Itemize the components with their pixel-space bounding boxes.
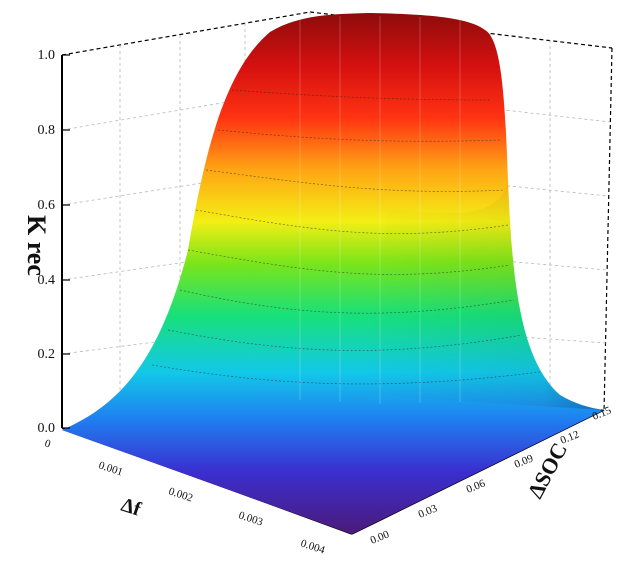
- y-tick-1: 0.03: [417, 502, 440, 521]
- surface-side-shade: [360, 180, 604, 410]
- z-tick-0: 0.0: [38, 421, 56, 436]
- surface: [62, 13, 604, 534]
- y-tick-5: 0.15: [591, 404, 614, 423]
- surface-mesh: [299, 16, 461, 404]
- x-tick-1: 0.001: [97, 459, 124, 478]
- y-ticks: 0.00 0.03 0.06 0.09 0.12 0.15: [369, 404, 614, 547]
- z-axis-title: K rec: [22, 215, 51, 276]
- y-tick-3: 0.09: [513, 452, 536, 471]
- right-vertical-edge: [603, 47, 613, 413]
- z-tick-2: 0.4: [38, 273, 56, 288]
- z-tick-3: 0.6: [38, 198, 56, 213]
- z-tick-1: 0.2: [38, 347, 56, 362]
- x-tick-0: 0: [43, 437, 52, 450]
- surface-hump: [62, 13, 604, 534]
- z-ticks: 0.0 0.2 0.4 0.6 0.8 1.0: [38, 48, 70, 436]
- x-tick-3: 0.003: [237, 509, 265, 528]
- y-axis-title: ΔSOC: [522, 438, 572, 502]
- x-tick-2: 0.002: [167, 485, 194, 504]
- y-tick-0: 0.00: [369, 528, 392, 547]
- y-tick-2: 0.06: [465, 477, 488, 496]
- z-tick-5: 1.0: [38, 48, 56, 63]
- surface-contours: [151, 89, 541, 385]
- x-axis-title: Δf: [118, 494, 143, 521]
- z-tick-4: 0.8: [38, 123, 56, 138]
- x-tick-4: 0.004: [299, 537, 327, 556]
